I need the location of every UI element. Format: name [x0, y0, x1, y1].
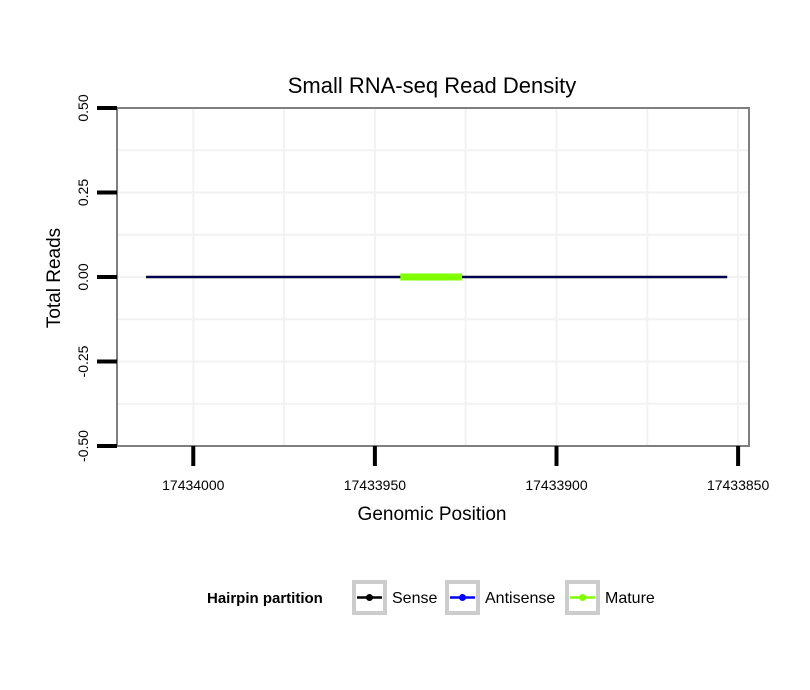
- legend-key-point: [366, 594, 373, 601]
- x-tick-label: 17434000: [162, 477, 225, 493]
- legend-key-point: [459, 594, 466, 601]
- legend-title: Hairpin partition: [207, 590, 323, 607]
- legend: Hairpin partition Sense Antisense Mature: [207, 580, 655, 615]
- y-tick-label: -0.25: [75, 345, 91, 377]
- y-tick-label: 0.50: [75, 94, 91, 121]
- legend-entry-antisense: Antisense: [445, 580, 555, 615]
- x-axis-label: Genomic Position: [358, 504, 507, 525]
- y-tick-label: -0.50: [75, 430, 91, 462]
- chart-title: Small RNA-seq Read Density: [288, 73, 577, 98]
- legend-entry-sense: Sense: [352, 580, 437, 615]
- x-axis: 17434000 17433950 17433900 17433850: [162, 446, 769, 493]
- legend-label: Sense: [392, 590, 437, 607]
- legend-label: Mature: [605, 590, 655, 607]
- x-tick-label: 17433900: [525, 477, 588, 493]
- y-tick-label: 0.25: [75, 179, 91, 206]
- y-tick-label: 0.00: [75, 263, 91, 290]
- legend-label: Antisense: [485, 590, 555, 607]
- legend-entry-mature: Mature: [565, 580, 655, 615]
- x-tick-label: 17433850: [707, 477, 770, 493]
- y-axis-label: Total Reads: [44, 228, 65, 328]
- legend-key-point: [579, 594, 586, 601]
- x-tick-label: 17433950: [344, 477, 407, 493]
- y-axis: -0.50 -0.25 0.00 0.25 0.50: [75, 94, 117, 462]
